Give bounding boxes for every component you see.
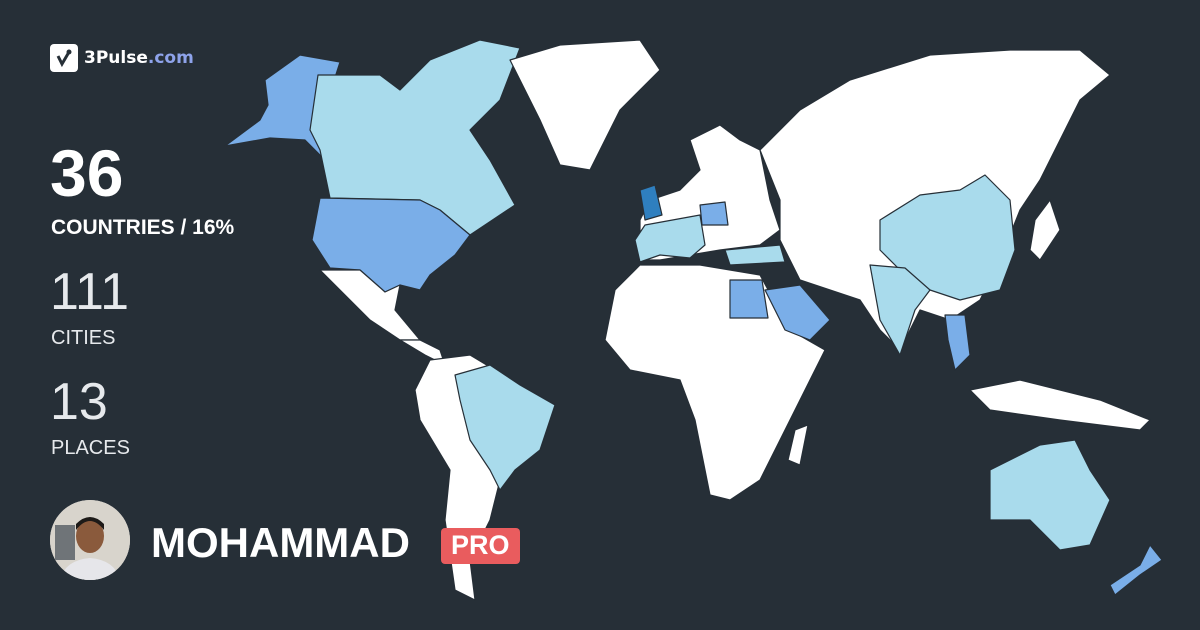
- countries-label: COUNTRIES / 16%: [51, 216, 235, 239]
- country-africa: [604, 264, 826, 501]
- places-count: 13: [50, 373, 108, 431]
- country-new-zealand: [1109, 544, 1163, 596]
- country-western-europe: [634, 214, 706, 263]
- country-china: [879, 174, 1016, 301]
- user-name: MOHAMMAD: [151, 519, 410, 566]
- country-usa: [311, 197, 471, 293]
- country-canada: [309, 39, 521, 236]
- country-central-america: [399, 339, 446, 366]
- country-thailand: [944, 314, 971, 371]
- avatar[interactable]: [50, 500, 130, 580]
- country-egypt: [729, 279, 769, 319]
- pulse-check-icon: [50, 44, 78, 72]
- country-australia: [989, 439, 1111, 551]
- country-madagascar: [787, 424, 809, 466]
- brand-name: 3Pulse.com: [84, 48, 194, 68]
- country-brazil: [454, 364, 556, 491]
- country-southeast-asia: [969, 379, 1151, 431]
- country-poland: [699, 201, 729, 226]
- brand-logo[interactable]: 3Pulse.com: [50, 44, 194, 72]
- countries-count: 36: [50, 136, 124, 210]
- country-saudi: [764, 284, 831, 341]
- country-india: [869, 264, 931, 356]
- places-label: PLACES: [51, 437, 130, 459]
- country-japan: [1029, 199, 1061, 261]
- cities-count: 111: [50, 263, 130, 321]
- cities-label: CITIES: [51, 327, 116, 349]
- country-greenland: [509, 39, 661, 171]
- country-uk: [639, 184, 663, 221]
- country-turkey: [724, 244, 786, 266]
- country-mexico: [319, 269, 421, 341]
- pro-badge: PRO: [441, 528, 520, 564]
